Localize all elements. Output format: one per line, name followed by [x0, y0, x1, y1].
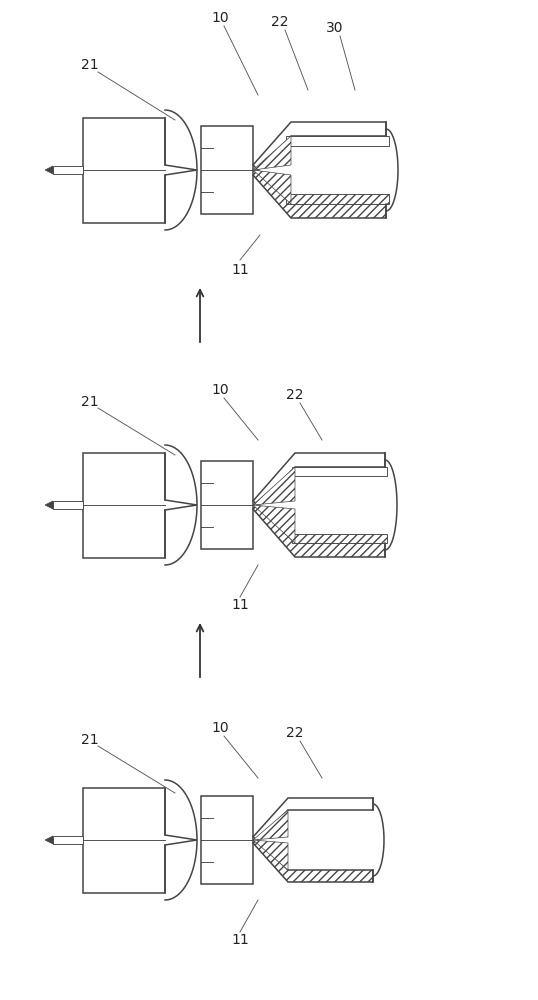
- Text: 10: 10: [211, 721, 229, 735]
- Polygon shape: [45, 836, 53, 844]
- Polygon shape: [253, 122, 386, 170]
- Text: 21: 21: [81, 395, 99, 409]
- Bar: [201, 796, 253, 884]
- Text: 21: 21: [81, 733, 99, 747]
- Text: 22: 22: [271, 15, 289, 29]
- Polygon shape: [53, 836, 83, 844]
- Text: 11: 11: [231, 933, 249, 947]
- Polygon shape: [53, 501, 83, 509]
- Text: 10: 10: [211, 11, 229, 25]
- Polygon shape: [53, 166, 83, 174]
- Bar: [201, 461, 253, 549]
- Text: 21: 21: [81, 58, 99, 72]
- Polygon shape: [253, 810, 288, 840]
- Polygon shape: [45, 166, 53, 174]
- Polygon shape: [253, 505, 385, 557]
- Text: 11: 11: [231, 598, 249, 612]
- Polygon shape: [83, 788, 197, 893]
- Text: 10: 10: [211, 383, 229, 397]
- Polygon shape: [253, 136, 291, 170]
- Polygon shape: [253, 453, 385, 505]
- Bar: [292, 534, 387, 543]
- Bar: [286, 136, 389, 146]
- Bar: [201, 126, 253, 214]
- Polygon shape: [83, 453, 197, 558]
- Bar: [286, 194, 389, 204]
- Polygon shape: [83, 118, 197, 223]
- Text: 11: 11: [231, 263, 249, 277]
- Polygon shape: [253, 840, 288, 870]
- Text: 30: 30: [326, 21, 344, 35]
- Text: 22: 22: [286, 388, 304, 402]
- Polygon shape: [253, 170, 291, 204]
- Polygon shape: [253, 170, 386, 218]
- Polygon shape: [253, 505, 295, 543]
- Polygon shape: [45, 501, 53, 509]
- Polygon shape: [253, 798, 373, 840]
- Polygon shape: [253, 840, 373, 882]
- Text: 22: 22: [286, 726, 304, 740]
- Bar: [292, 467, 387, 476]
- Polygon shape: [253, 467, 295, 505]
